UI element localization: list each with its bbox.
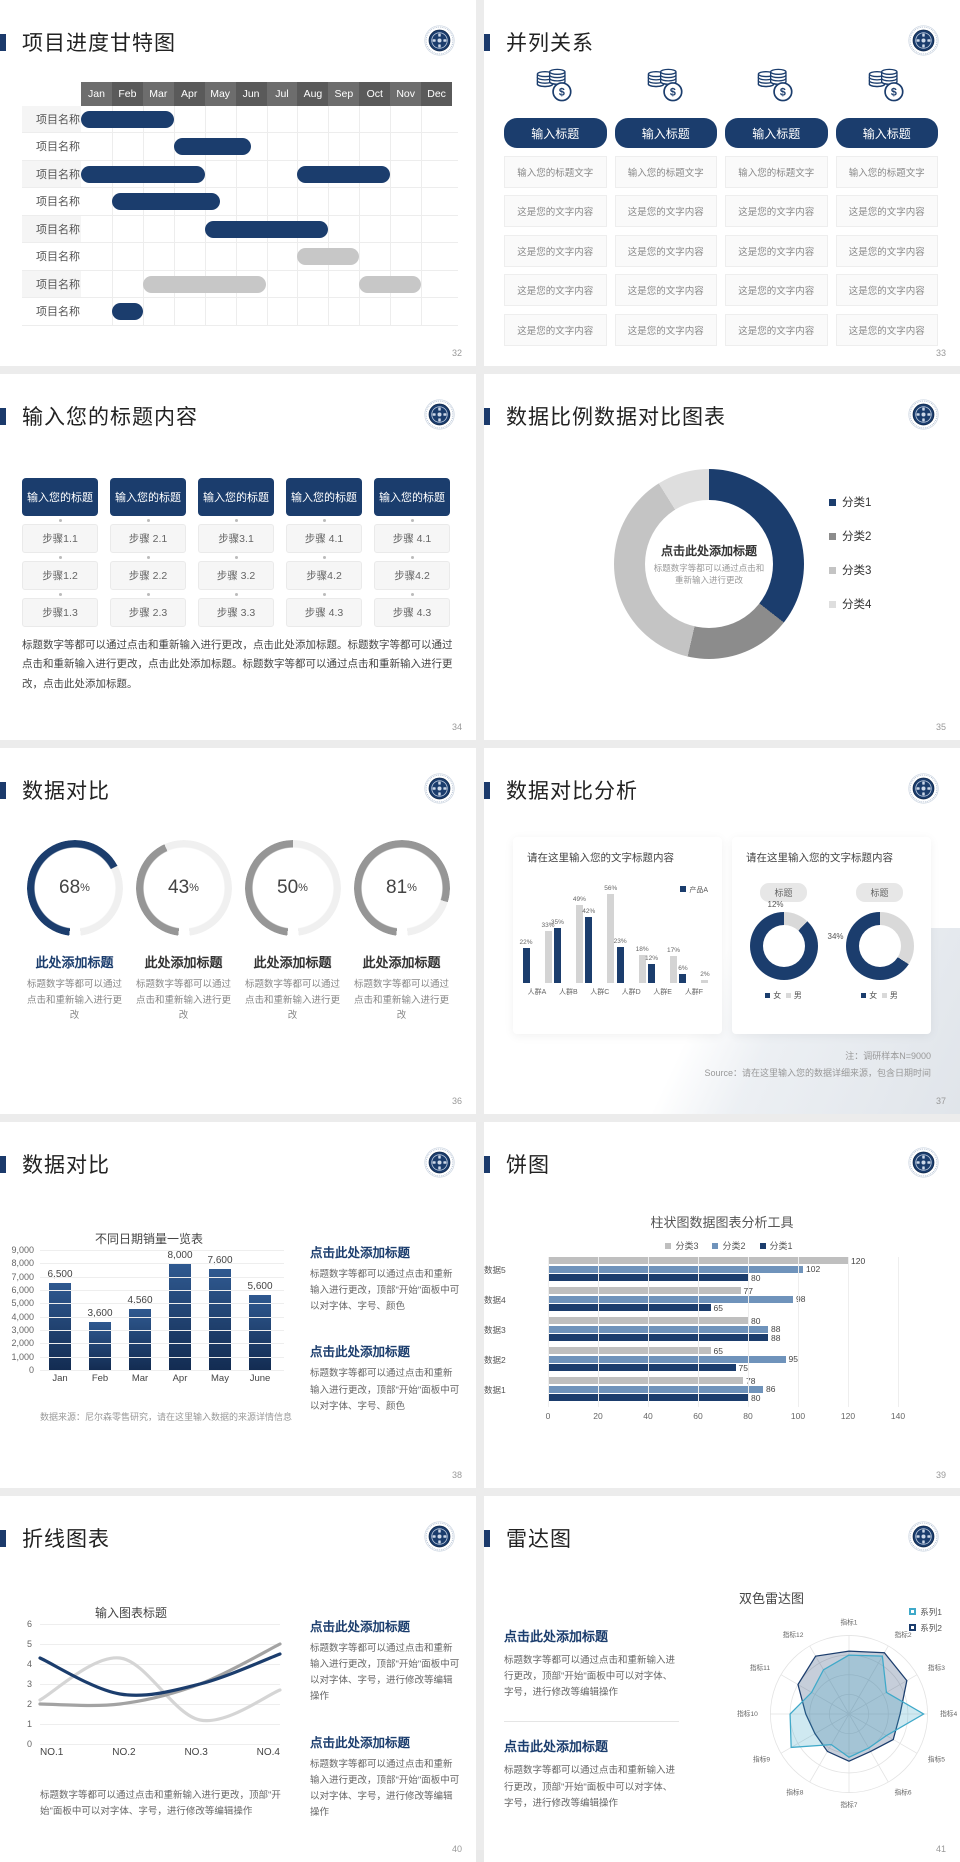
svg-text:$: $ <box>891 87 897 99</box>
svg-text:指标10: 指标10 <box>737 1709 758 1718</box>
svg-text:$: $ <box>559 87 565 99</box>
svg-text:指标11: 指标11 <box>750 1663 771 1672</box>
svg-text:指标5: 指标5 <box>928 1754 945 1763</box>
svg-text:指标1: 指标1 <box>840 1618 857 1627</box>
svg-text:指标12: 指标12 <box>783 1630 804 1639</box>
svg-text:指标6: 指标6 <box>895 1788 912 1797</box>
svg-text:$: $ <box>670 87 676 99</box>
svg-text:指标9: 指标9 <box>753 1754 770 1763</box>
svg-text:$: $ <box>780 87 786 99</box>
svg-text:指标7: 指标7 <box>840 1800 857 1809</box>
svg-text:指标3: 指标3 <box>928 1663 945 1672</box>
svg-text:指标8: 指标8 <box>786 1788 803 1797</box>
svg-text:指标4: 指标4 <box>940 1709 957 1718</box>
